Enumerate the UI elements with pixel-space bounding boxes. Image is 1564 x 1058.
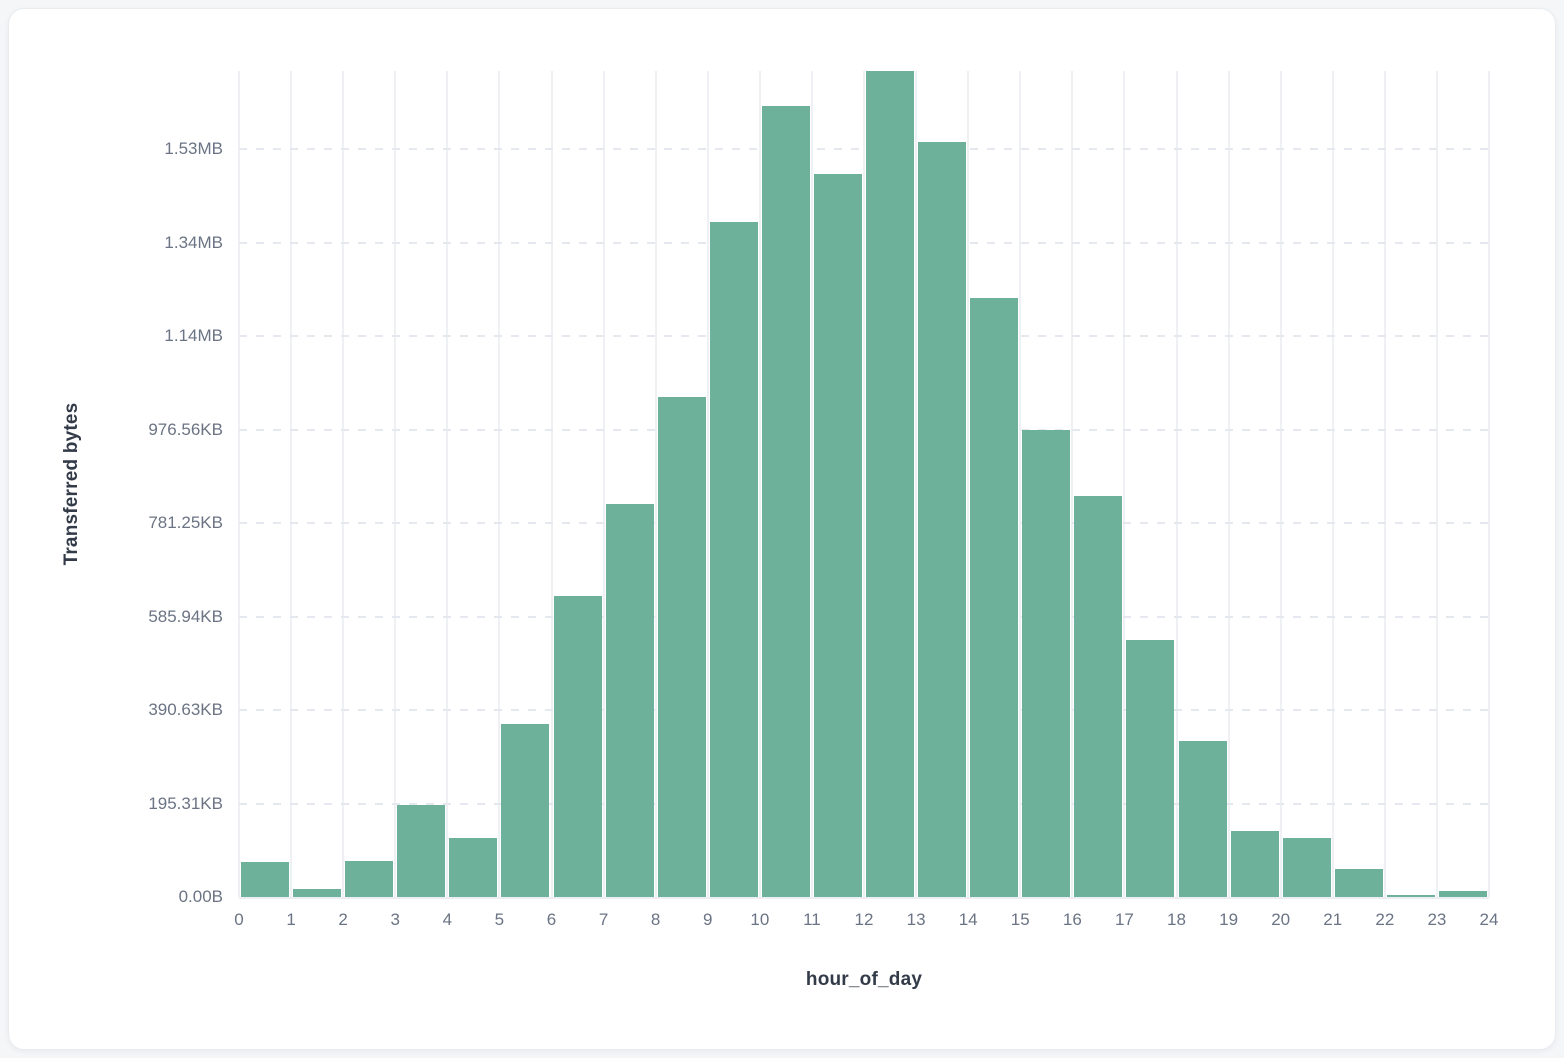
y-tick-label: 1.34MB xyxy=(164,232,223,252)
bar-hour-15[interactable] xyxy=(1022,430,1071,897)
x-axis-title: hour_of_day xyxy=(805,969,923,990)
x-tick-label: 3 xyxy=(390,910,400,929)
x-tick-label: 7 xyxy=(598,910,609,929)
bar-hour-8[interactable] xyxy=(657,397,706,897)
x-tick-label: 8 xyxy=(650,910,661,929)
bar-hour-4[interactable] xyxy=(449,838,498,897)
x-gridline xyxy=(1279,71,1282,897)
x-tick-label: 9 xyxy=(703,910,713,929)
x-gridline xyxy=(1227,71,1230,897)
y-gridline xyxy=(239,335,1489,338)
x-tick-label: 21 xyxy=(1323,910,1343,929)
bar-hour-12[interactable] xyxy=(866,71,915,897)
x-gridline xyxy=(706,71,709,897)
x-tick-label: 14 xyxy=(958,910,978,929)
x-tick-label: 18 xyxy=(1167,910,1186,929)
x-gridline xyxy=(810,71,813,897)
x-gridline xyxy=(863,71,865,897)
x-gridline xyxy=(1488,71,1490,897)
x-gridline xyxy=(654,71,657,897)
x-gridline xyxy=(602,71,605,897)
bar-hour-5[interactable] xyxy=(501,723,550,897)
bar-hour-21[interactable] xyxy=(1334,868,1383,897)
x-tick-label: 22 xyxy=(1375,910,1395,929)
x-tick-label: 13 xyxy=(906,910,926,929)
bar-hour-20[interactable] xyxy=(1282,838,1331,897)
y-gridline xyxy=(239,241,1489,244)
x-tick-label: 11 xyxy=(803,910,821,929)
x-tick-label: 23 xyxy=(1427,910,1447,929)
y-gridline xyxy=(239,428,1489,431)
x-tick-label: 10 xyxy=(750,910,770,929)
y-gridline xyxy=(239,709,1489,712)
y-gridline xyxy=(239,802,1489,805)
bar-hour-6[interactable] xyxy=(553,596,602,897)
bar-hour-17[interactable] xyxy=(1126,640,1175,897)
y-tick-label: 0.00B xyxy=(178,887,223,906)
bar-hour-23[interactable] xyxy=(1438,890,1487,897)
x-gridline xyxy=(1175,71,1178,897)
y-tick-label: 195.31KB xyxy=(148,793,223,813)
y-axis-title: Transferred bytes xyxy=(61,402,82,566)
bar-hour-16[interactable] xyxy=(1074,496,1123,897)
x-axis-baseline xyxy=(239,897,1489,899)
x-tick-label: 0 xyxy=(234,910,244,929)
y-tick-label: 1.14MB xyxy=(164,326,223,346)
x-tick-label: 17 xyxy=(1114,910,1134,929)
x-tick-label: 2 xyxy=(338,910,348,929)
x-gridline xyxy=(1019,71,1022,897)
bar-hour-22[interactable] xyxy=(1386,895,1435,897)
x-gridline xyxy=(446,71,449,897)
x-tick-label: 16 xyxy=(1062,910,1082,929)
y-tick-label: 976.56KB xyxy=(148,419,223,439)
x-gridline xyxy=(915,71,918,897)
x-gridline xyxy=(290,71,293,897)
x-tick-label: 20 xyxy=(1271,910,1291,929)
chart-card: Transferred bytes hour_of_day 0.00B 195.3… xyxy=(8,8,1556,1050)
x-gridline xyxy=(498,71,501,897)
bar-hour-18[interactable] xyxy=(1178,740,1227,897)
x-tick-label: 4 xyxy=(442,910,453,929)
y-tick-label: 390.63KB xyxy=(148,700,223,720)
x-tick-label: 19 xyxy=(1219,910,1239,929)
x-gridline xyxy=(394,71,397,897)
x-gridline xyxy=(1071,71,1074,897)
bar-hour-14[interactable] xyxy=(970,298,1019,897)
bar-hour-9[interactable] xyxy=(709,222,758,897)
y-tick-label: 1.53MB xyxy=(164,139,223,159)
x-tick-label: 1 xyxy=(286,910,296,929)
x-gridline xyxy=(342,71,345,897)
y-gridline xyxy=(239,148,1489,151)
x-gridline xyxy=(1435,71,1438,897)
x-gridline xyxy=(238,71,240,897)
x-gridline xyxy=(758,71,761,897)
bar-hour-1[interactable] xyxy=(293,889,342,897)
bar-hour-7[interactable] xyxy=(605,504,654,897)
y-tick-label: 585.94KB xyxy=(148,606,223,626)
y-gridline xyxy=(239,522,1489,525)
bar-hour-3[interactable] xyxy=(397,804,446,897)
x-tick-label: 5 xyxy=(494,910,505,929)
x-tick-label: 12 xyxy=(854,910,874,929)
x-tick-label: 15 xyxy=(1010,910,1030,929)
bar-hour-0[interactable] xyxy=(241,861,290,897)
bar-hour-11[interactable] xyxy=(813,173,862,897)
x-gridline xyxy=(1383,71,1386,897)
y-tick-label: 781.25KB xyxy=(148,513,223,533)
plot-area xyxy=(238,71,1490,899)
y-gridline xyxy=(239,615,1489,618)
x-gridline xyxy=(1123,71,1126,897)
bar-hour-13[interactable] xyxy=(918,141,967,897)
x-gridline xyxy=(550,71,553,897)
bar-hour-10[interactable] xyxy=(761,105,810,897)
bar-hour-19[interactable] xyxy=(1230,831,1279,897)
bar-hour-2[interactable] xyxy=(345,861,394,897)
x-tick-label: 24 xyxy=(1479,910,1499,929)
x-gridline xyxy=(967,71,970,897)
x-gridline xyxy=(1331,71,1334,897)
x-tick-label: 6 xyxy=(546,910,557,929)
